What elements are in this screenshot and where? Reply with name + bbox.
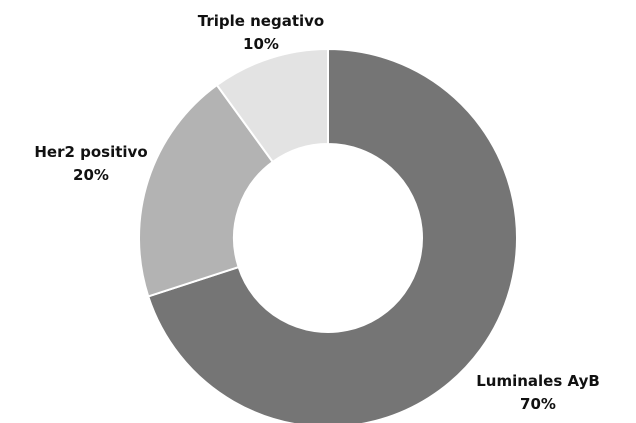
slice-label-luminales: Luminales AyB 70% bbox=[470, 370, 606, 416]
slice-label-triple-negativo: Triple negativo 10% bbox=[186, 10, 336, 56]
slice-triple-negativo bbox=[215, 47, 329, 164]
slice-label-her2: Her2 positivo 20% bbox=[26, 141, 156, 187]
slice-name-luminales: Luminales AyB bbox=[476, 372, 600, 390]
slice-luminales bbox=[146, 47, 518, 423]
slice-her2 bbox=[138, 83, 275, 298]
slice-percent-her2: 20% bbox=[73, 166, 109, 184]
slice-name-her2: Her2 positivo bbox=[34, 143, 148, 161]
slice-name-triple-negativo: Triple negativo bbox=[197, 12, 325, 30]
slice-percent-triple-negativo: 10% bbox=[243, 35, 279, 53]
slice-percent-luminales: 70% bbox=[520, 395, 556, 413]
